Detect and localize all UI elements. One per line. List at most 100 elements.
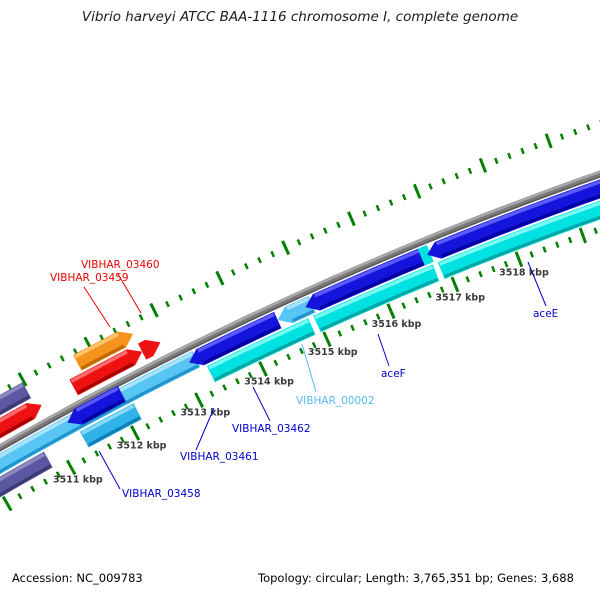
- minor-tick: [178, 294, 184, 301]
- minor-tick: [427, 291, 432, 299]
- major-tick: [215, 270, 225, 286]
- leader-line-VIBHAR_03459: [83, 286, 111, 328]
- scale-label-3511: 3511 kbp: [53, 475, 103, 486]
- minor-tick: [209, 390, 215, 398]
- gene-label-VIBHAR_03459[interactable]: VIBHAR_03459: [50, 272, 129, 284]
- major-tick: [450, 276, 460, 293]
- minor-tick: [401, 193, 407, 201]
- minor-tick: [138, 314, 144, 321]
- minor-tick: [567, 236, 573, 244]
- minor-tick: [542, 246, 547, 253]
- major-tick: [578, 227, 588, 244]
- minor-tick: [33, 369, 39, 376]
- minor-tick: [72, 348, 78, 355]
- minor-tick: [414, 297, 419, 304]
- minor-tick: [309, 233, 315, 240]
- gene-gene-aceF-pair[interactable]: [305, 245, 433, 311]
- minor-tick: [145, 423, 151, 430]
- minor-tick: [7, 383, 13, 391]
- minor-tick: [158, 416, 164, 423]
- gene-VIBHAR_00002[interactable]: [277, 296, 316, 324]
- minor-tick: [243, 262, 249, 270]
- minor-tick: [257, 256, 262, 264]
- gene-slate-left-outer[interactable]: [0, 382, 32, 447]
- major-tick: [149, 302, 159, 318]
- minor-tick: [311, 341, 317, 349]
- major-tick: [258, 361, 268, 377]
- leader-line-aceF: [377, 333, 390, 367]
- minor-tick: [55, 471, 61, 478]
- gene-slate-left-inner[interactable]: [0, 451, 53, 500]
- major-tick: [1, 495, 13, 512]
- minor-tick: [46, 362, 52, 369]
- minor-tick: [439, 286, 445, 293]
- minor-tick: [494, 157, 499, 165]
- minor-tick: [363, 318, 368, 326]
- gene-label-VIBHAR_03460[interactable]: VIBHAR_03460: [81, 259, 160, 271]
- minor-tick: [106, 443, 113, 450]
- minor-tick: [337, 330, 343, 337]
- minor-tick: [235, 377, 240, 385]
- minor-tick: [465, 276, 471, 283]
- leader-line-VIBHAR_03462: [252, 386, 271, 422]
- gene-VIBHAR_03461[interactable]: [189, 311, 282, 366]
- leader-line-aceE: [527, 261, 547, 307]
- genome-backbone: [0, 170, 600, 452]
- minor-tick: [99, 334, 105, 341]
- gene-red-left[interactable]: [0, 403, 42, 458]
- gene-red-mid[interactable]: [69, 349, 143, 396]
- accession-label: Accession: NC_009783: [12, 571, 143, 585]
- minor-tick: [94, 450, 100, 457]
- minor-tick: [529, 251, 534, 258]
- gene-gene-aceE-pair[interactable]: [427, 158, 600, 259]
- major-tick: [347, 211, 356, 227]
- minor-tick: [507, 152, 512, 160]
- minor-tick: [296, 238, 302, 246]
- minor-tick: [17, 492, 23, 500]
- gene-VIBHAR_03462[interactable]: [207, 318, 316, 383]
- minor-tick: [441, 177, 446, 185]
- gene-aceE[interactable]: [437, 177, 600, 279]
- gene-VIBHAR_03458[interactable]: [80, 403, 142, 448]
- ruler-ticks: [1, 120, 600, 512]
- page-title: Vibrio harveyi ATCC BAA-1116 chromosome …: [81, 9, 519, 25]
- scale-label-3517: 3517 kbp: [435, 292, 485, 303]
- minor-tick: [593, 227, 598, 235]
- gene-VIBHAR_03460[interactable]: [138, 339, 161, 360]
- minor-tick: [119, 436, 125, 443]
- gene-label-aceF[interactable]: aceF: [381, 368, 406, 380]
- minor-tick: [520, 147, 525, 155]
- minor-tick: [401, 302, 407, 309]
- gene-label-VIBHAR_00002[interactable]: VIBHAR_00002: [296, 395, 375, 407]
- minor-tick: [171, 409, 176, 417]
- minor-tick: [112, 327, 118, 334]
- gene-label-aceE[interactable]: aceE: [533, 308, 558, 320]
- minor-tick: [247, 371, 253, 379]
- gene-VIBHAR_03459[interactable]: [73, 331, 133, 371]
- gene-aceF[interactable]: [313, 264, 440, 333]
- minor-tick: [204, 281, 210, 289]
- minor-tick: [362, 210, 368, 217]
- scale-label-3518: 3518 kbp: [499, 267, 549, 278]
- gene-cyan-wedge[interactable]: [417, 245, 434, 266]
- minor-tick: [428, 183, 433, 190]
- minor-tick: [270, 250, 276, 258]
- major-tick: [412, 183, 422, 199]
- major-tick: [514, 251, 524, 268]
- minor-tick: [273, 359, 279, 367]
- gene-label-VIBHAR_03462[interactable]: VIBHAR_03462: [232, 423, 311, 435]
- minor-tick: [503, 260, 509, 268]
- minor-tick: [222, 384, 228, 391]
- minor-tick: [165, 300, 170, 308]
- leader-line-VIBHAR_00002: [301, 343, 317, 393]
- minor-tick: [336, 221, 341, 229]
- scale-label-3515: 3515 kbp: [308, 347, 358, 358]
- gene-dkblue-overlay[interactable]: [67, 385, 127, 425]
- minor-tick: [42, 478, 49, 485]
- minor-tick: [375, 204, 381, 212]
- gene-label-VIBHAR_03458[interactable]: VIBHAR_03458: [122, 488, 201, 500]
- minor-tick: [59, 355, 65, 362]
- gene-label-VIBHAR_03461[interactable]: VIBHAR_03461: [180, 451, 259, 463]
